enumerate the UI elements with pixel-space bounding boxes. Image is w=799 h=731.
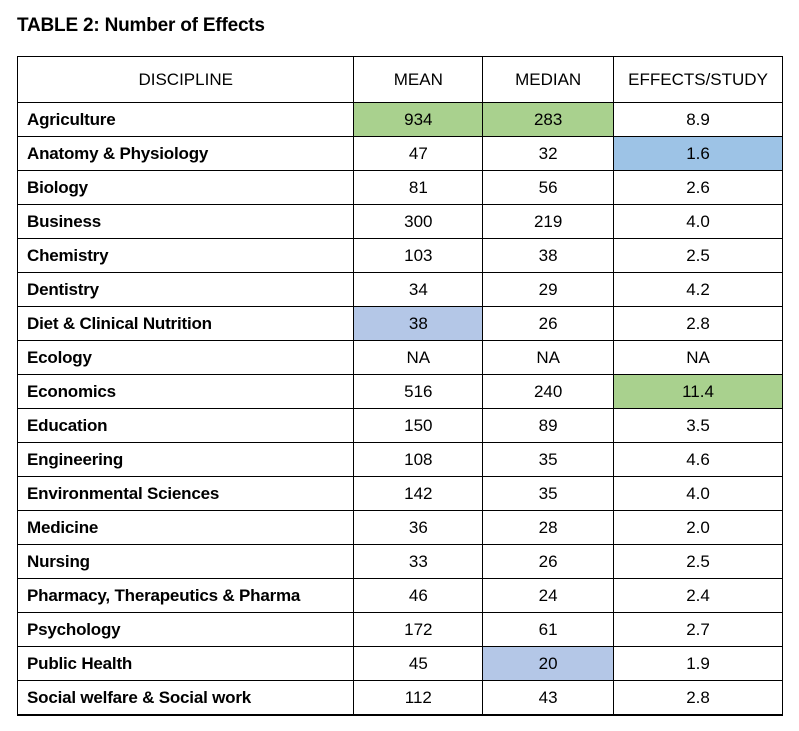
cell-mean: 112 (353, 680, 484, 716)
table-row: Psychology 172 61 2.7 (16, 612, 783, 647)
cell-effects: 1.6 (613, 136, 783, 171)
cell-median: 61 (482, 612, 615, 647)
cell-median: 24 (482, 578, 615, 613)
cell-median: 43 (482, 680, 615, 716)
cell-mean: 516 (353, 374, 484, 409)
cell-mean: 38 (353, 306, 484, 341)
cell-discipline: Ecology (16, 340, 355, 375)
cell-median: NA (482, 340, 615, 375)
cell-mean: 108 (353, 442, 484, 477)
header-discipline: DISCIPLINE (16, 56, 355, 103)
cell-mean: 81 (353, 170, 484, 205)
cell-effects: 2.7 (613, 612, 783, 647)
cell-effects: 11.4 (613, 374, 783, 409)
cell-effects: 3.5 (613, 408, 783, 443)
cell-median: 26 (482, 544, 615, 579)
cell-median: 35 (482, 476, 615, 511)
cell-effects: 2.4 (613, 578, 783, 613)
table-row: Diet & Clinical Nutrition 38 26 2.8 (16, 306, 783, 341)
table-row: Environmental Sciences 142 35 4.0 (16, 476, 783, 511)
cell-discipline: Pharmacy, Therapeutics & Pharma (16, 578, 355, 613)
cell-discipline: Agriculture (16, 102, 355, 137)
cell-median: 32 (482, 136, 615, 171)
cell-median: 56 (482, 170, 615, 205)
cell-effects: 2.0 (613, 510, 783, 545)
cell-discipline: Economics (16, 374, 355, 409)
table-row: Anatomy & Physiology 47 32 1.6 (16, 136, 783, 171)
cell-mean: 103 (353, 238, 484, 273)
cell-effects: 4.0 (613, 204, 783, 239)
cell-median: 26 (482, 306, 615, 341)
header-mean: MEAN (353, 56, 484, 103)
cell-effects: 2.5 (613, 544, 783, 579)
cell-effects: 4.2 (613, 272, 783, 307)
cell-median: 35 (482, 442, 615, 477)
cell-median: 28 (482, 510, 615, 545)
cell-effects: 2.6 (613, 170, 783, 205)
cell-effects: 1.9 (613, 646, 783, 681)
cell-mean: 36 (353, 510, 484, 545)
cell-effects: NA (613, 340, 783, 375)
table-row: Biology 81 56 2.6 (16, 170, 783, 205)
cell-median: 29 (482, 272, 615, 307)
table-row: Chemistry 103 38 2.5 (16, 238, 783, 273)
cell-median: 219 (482, 204, 615, 239)
cell-mean: 46 (353, 578, 484, 613)
cell-effects: 4.6 (613, 442, 783, 477)
cell-discipline: Anatomy & Physiology (16, 136, 355, 171)
table-row: Nursing 33 26 2.5 (16, 544, 783, 579)
cell-mean: 934 (353, 102, 484, 137)
cell-discipline: Business (16, 204, 355, 239)
cell-effects: 8.9 (613, 102, 783, 137)
cell-discipline: Diet & Clinical Nutrition (16, 306, 355, 341)
cell-mean: 45 (353, 646, 484, 681)
table-row: Ecology NA NA NA (16, 340, 783, 375)
header-effects-per-study: EFFECTS/STUDY (613, 56, 783, 103)
cell-mean: 150 (353, 408, 484, 443)
table-row: Social welfare & Social work 112 43 2.8 (16, 680, 783, 716)
table-row: Agriculture 934 283 8.9 (16, 102, 783, 137)
cell-discipline: Environmental Sciences (16, 476, 355, 511)
cell-discipline: Dentistry (16, 272, 355, 307)
cell-mean: 172 (353, 612, 484, 647)
table-row: Dentistry 34 29 4.2 (16, 272, 783, 307)
cell-effects: 2.8 (613, 680, 783, 716)
cell-effects: 2.8 (613, 306, 783, 341)
table-row: Engineering 108 35 4.6 (16, 442, 783, 477)
table-row: Medicine 36 28 2.0 (16, 510, 783, 545)
cell-discipline: Engineering (16, 442, 355, 477)
cell-median: 38 (482, 238, 615, 273)
cell-discipline: Medicine (16, 510, 355, 545)
cell-discipline: Nursing (16, 544, 355, 579)
cell-median: 240 (482, 374, 615, 409)
cell-effects: 4.0 (613, 476, 783, 511)
table-row: Public Health 45 20 1.9 (16, 646, 783, 681)
cell-mean: NA (353, 340, 484, 375)
cell-median: 89 (482, 408, 615, 443)
table-row: Pharmacy, Therapeutics & Pharma 46 24 2.4 (16, 578, 783, 613)
cell-effects: 2.5 (613, 238, 783, 273)
cell-discipline: Education (16, 408, 355, 443)
table-row: Economics 516 240 11.4 (16, 374, 783, 409)
cell-mean: 300 (353, 204, 484, 239)
table-title: TABLE 2: Number of Effects (17, 15, 265, 36)
cell-mean: 47 (353, 136, 484, 171)
table-header-row: DISCIPLINE MEAN MEDIAN EFFECTS/STUDY (16, 56, 783, 103)
cell-discipline: Biology (16, 170, 355, 205)
cell-discipline: Psychology (16, 612, 355, 647)
cell-discipline: Social welfare & Social work (16, 680, 355, 716)
cell-discipline: Public Health (16, 646, 355, 681)
header-median: MEDIAN (482, 56, 615, 103)
cell-median: 283 (482, 102, 615, 137)
table-row: Education 150 89 3.5 (16, 408, 783, 443)
effects-table: DISCIPLINE MEAN MEDIAN EFFECTS/STUDY Agr… (16, 56, 783, 716)
cell-discipline: Chemistry (16, 238, 355, 273)
cell-mean: 34 (353, 272, 484, 307)
cell-median: 20 (482, 646, 615, 681)
table-row: Business 300 219 4.0 (16, 204, 783, 239)
cell-mean: 142 (353, 476, 484, 511)
cell-mean: 33 (353, 544, 484, 579)
